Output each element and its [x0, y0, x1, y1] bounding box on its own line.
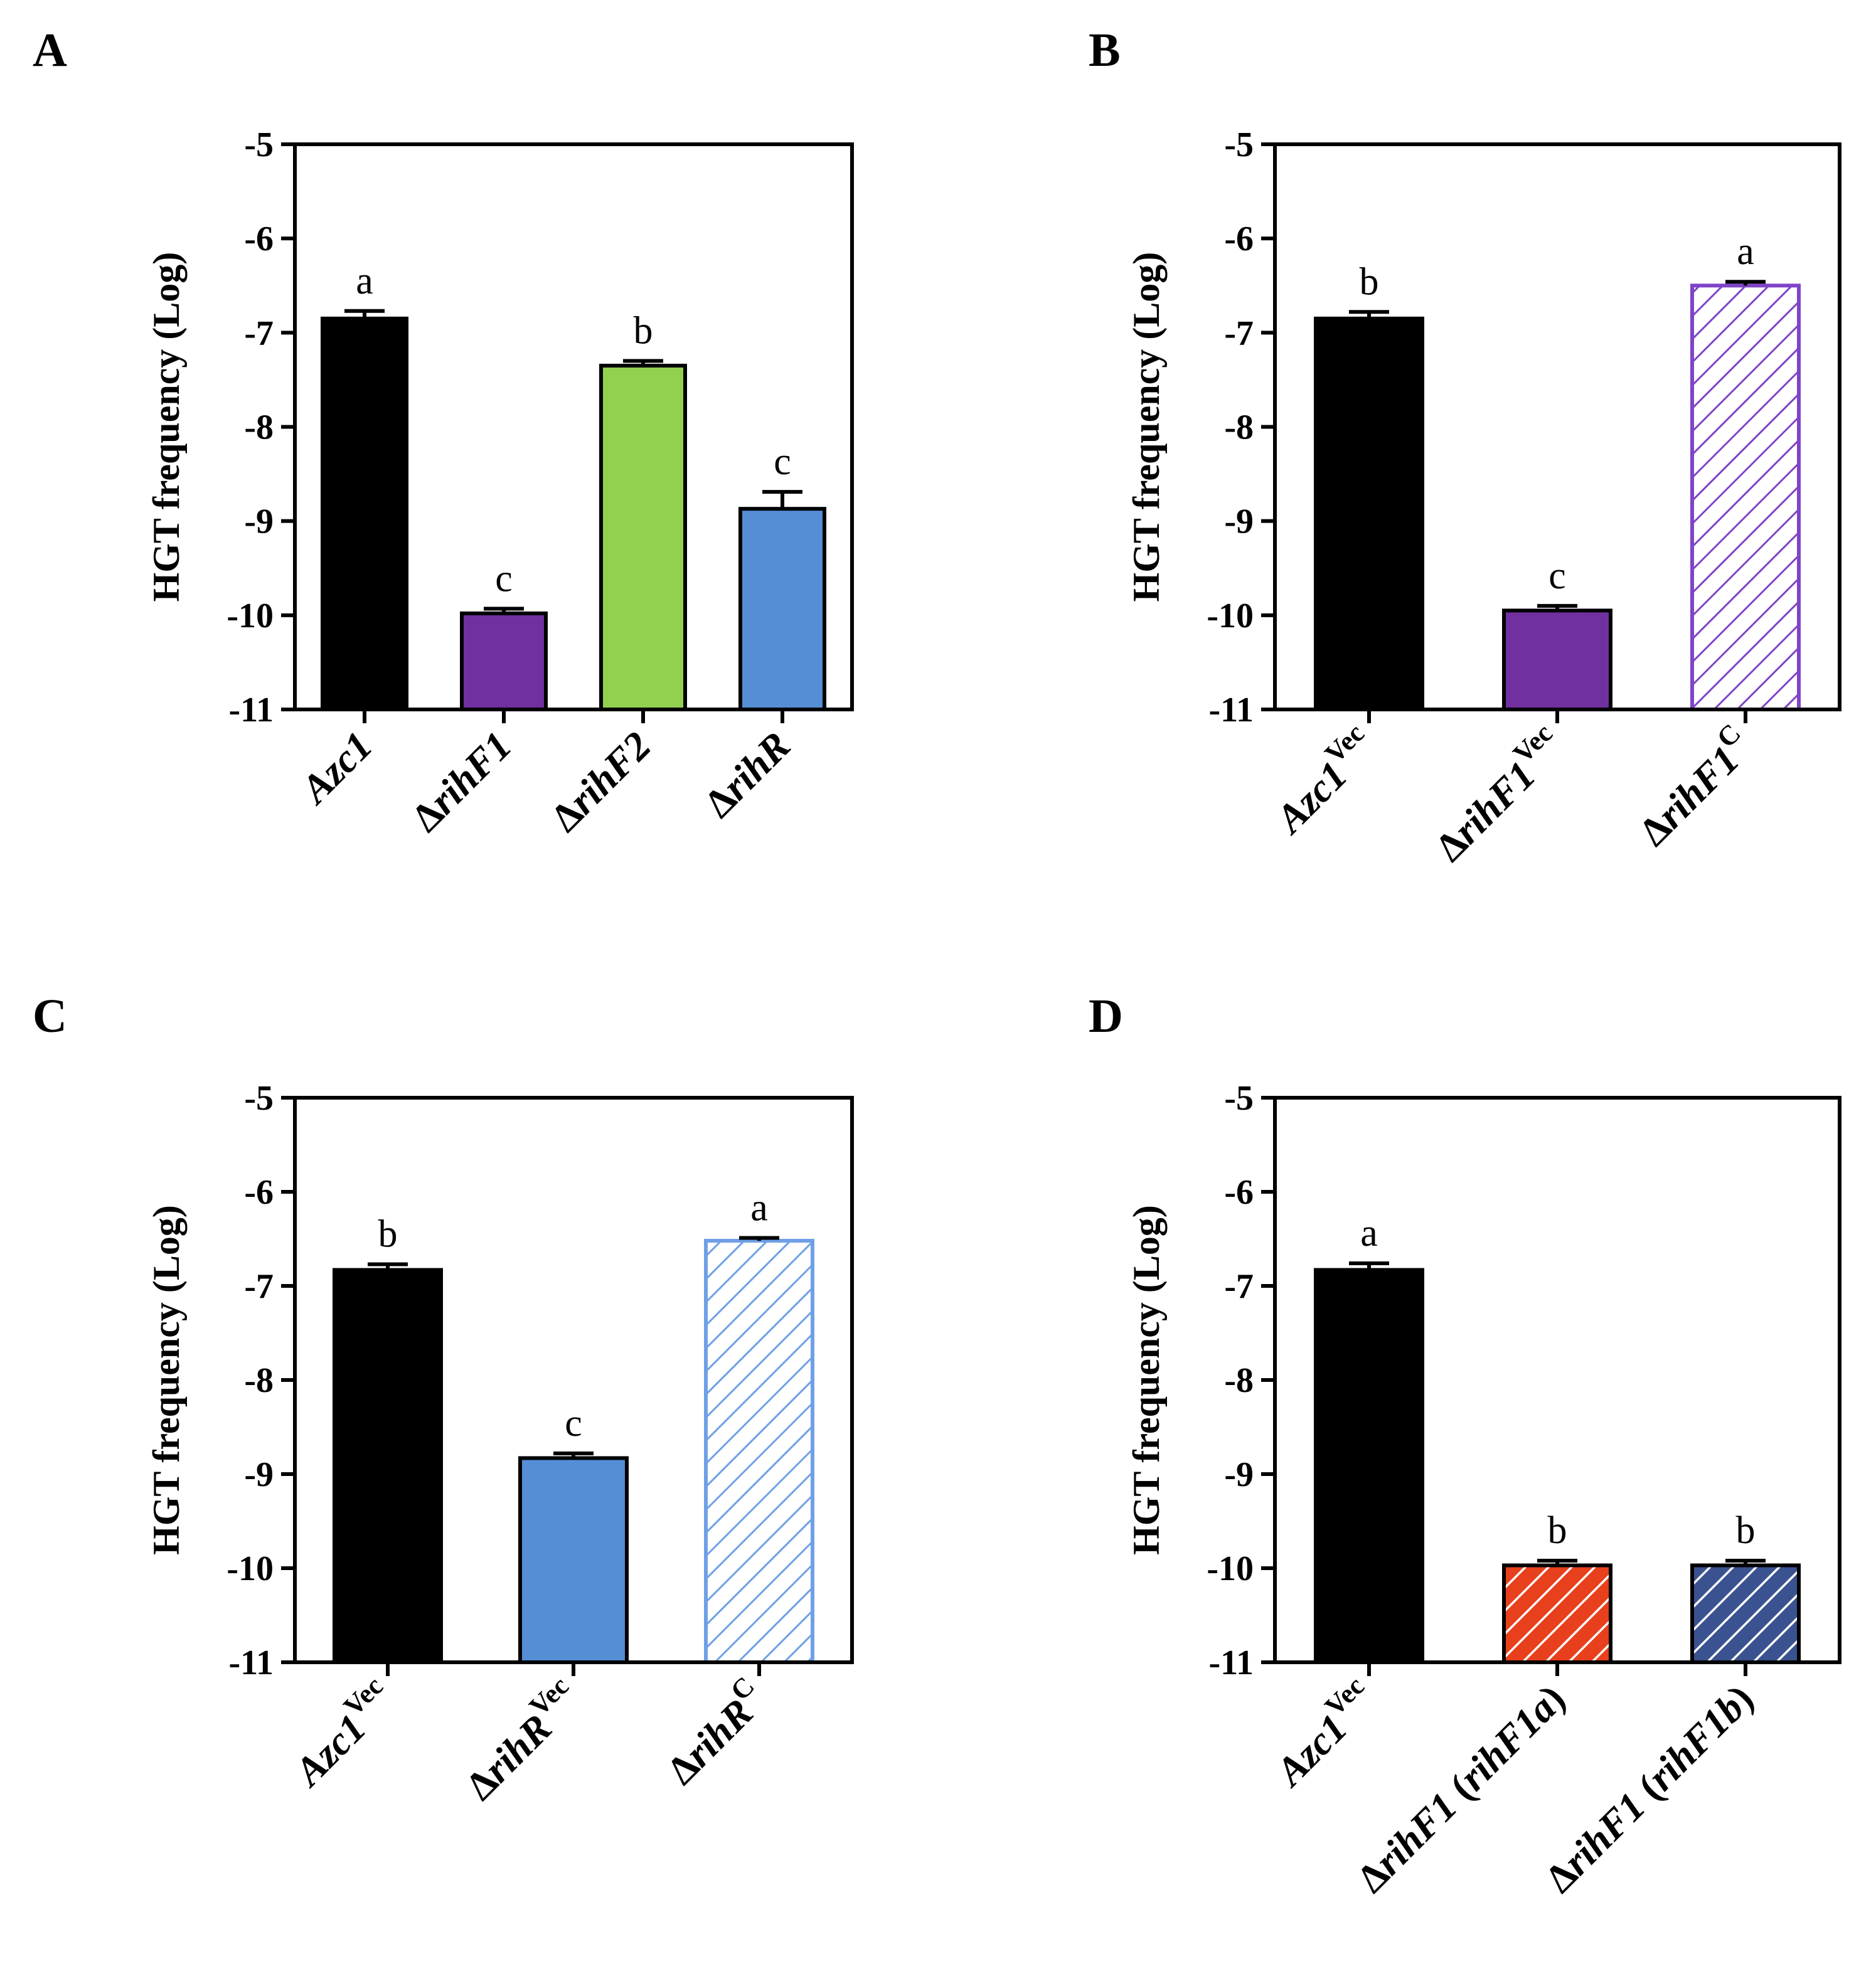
y-tick-label: -11 — [1208, 1643, 1254, 1682]
y-tick-label: -5 — [244, 1079, 274, 1118]
y-tick-label: -5 — [1224, 1079, 1254, 1118]
y-tick-label: -10 — [227, 597, 274, 635]
significance-letter: a — [1737, 230, 1754, 273]
significance-letter: b — [378, 1213, 398, 1256]
y-tick-label: -7 — [244, 314, 274, 353]
y-tick-label: -8 — [244, 1361, 274, 1400]
bar — [1314, 316, 1424, 711]
category-label: ΔrihRC — [653, 1670, 775, 1793]
significance-letter: b — [1736, 1509, 1756, 1552]
y-tick-label: -9 — [244, 502, 274, 541]
axes-frame — [1273, 1096, 1841, 1664]
significance-letter: c — [495, 557, 513, 600]
category-label: ΔrihF2 — [542, 723, 659, 841]
significance-letter: c — [1548, 555, 1566, 597]
chart-panel-c: C -5 -6 -7 -8 -9 -10 -11 HGT frequency (Log) b Azc… — [33, 990, 854, 1808]
bar — [321, 316, 408, 711]
y-tick-label: -6 — [1224, 220, 1254, 258]
significance-letter: b — [1548, 1509, 1567, 1552]
chart-panel-b: B -5 -6 -7 -8 -9 -10 -11 HGT frequency (Log) b Azc… — [1089, 24, 1841, 870]
category-label: ΔrihF1C — [1625, 718, 1762, 854]
bar — [460, 611, 548, 712]
y-tick-label: -6 — [244, 220, 274, 258]
y-tick-label: -10 — [1207, 597, 1254, 635]
axes-frame — [1273, 142, 1841, 711]
y-tick-label: -10 — [1207, 1549, 1254, 1588]
chart-panel-d: D -5 -6 -7 -8 -9 -10 -11 HGT frequency (Log) a Azc… — [1089, 990, 1841, 1901]
category-label: ΔrihRVec — [452, 1670, 590, 1808]
bar — [1502, 608, 1612, 712]
panel-letter: C — [33, 990, 67, 1043]
significance-letter: a — [356, 260, 373, 302]
category-label: Azc1Vec — [279, 1670, 404, 1795]
y-tick-label: -7 — [244, 1267, 274, 1306]
y-axis-label: HGT frequency (Log) — [1126, 252, 1167, 602]
y-tick-label: -6 — [1224, 1173, 1254, 1212]
panel-letter: B — [1089, 24, 1121, 77]
significance-letter: a — [1360, 1212, 1378, 1255]
chart-panel-a: A -5 -6 -7 -8 -9 -10 -11 HGT frequency (Log) a Azc… — [33, 24, 854, 841]
category-label: Azc1Vec — [1260, 718, 1385, 842]
y-tick-label: -7 — [1224, 314, 1254, 353]
y-tick-label: -10 — [227, 1549, 274, 1588]
y-tick-label: -5 — [244, 125, 274, 164]
y-axis-label: HGT frequency (Log) — [146, 1205, 187, 1555]
significance-letter: b — [634, 309, 653, 352]
y-tick-label: -11 — [1208, 691, 1254, 730]
significance-letter: c — [774, 440, 791, 483]
category-label: Azc1 — [290, 723, 381, 814]
y-tick-label: -11 — [228, 1643, 274, 1682]
y-tick-label: -9 — [1224, 1455, 1254, 1494]
y-tick-label: -7 — [1224, 1267, 1254, 1306]
y-tick-label: -9 — [1224, 502, 1254, 541]
significance-letter: c — [565, 1402, 582, 1445]
y-tick-label: -11 — [228, 691, 274, 730]
bar — [1502, 1563, 1612, 1664]
bar — [333, 1268, 443, 1664]
y-axis-label: HGT frequency (Log) — [1126, 1205, 1167, 1555]
panel-letter: A — [33, 24, 67, 77]
y-tick-label: -6 — [244, 1173, 274, 1212]
y-tick-label: -5 — [1224, 125, 1254, 164]
y-tick-label: -9 — [244, 1455, 274, 1494]
y-axis-label: HGT frequency (Log) — [146, 252, 187, 602]
bar — [518, 1456, 629, 1664]
significance-letter: a — [750, 1187, 768, 1229]
bar — [1690, 284, 1801, 711]
y-tick-label: -8 — [1224, 1361, 1254, 1400]
bar — [1690, 1563, 1801, 1664]
category-label: Azc1Vec — [1260, 1670, 1385, 1795]
bar — [1314, 1268, 1424, 1664]
bar — [738, 507, 826, 712]
panel-letter: D — [1089, 990, 1123, 1043]
axes-frame — [293, 1096, 854, 1664]
bar — [704, 1239, 814, 1664]
category-label: ΔrihF1 — [403, 723, 520, 841]
category-label: ΔrihF1Vec — [1421, 718, 1573, 869]
bar — [599, 363, 687, 711]
category-label: ΔrihR — [696, 723, 799, 826]
y-tick-label: -8 — [1224, 408, 1254, 447]
significance-letter: b — [1360, 260, 1379, 303]
y-tick-label: -8 — [244, 408, 274, 447]
axes-frame — [293, 142, 854, 711]
